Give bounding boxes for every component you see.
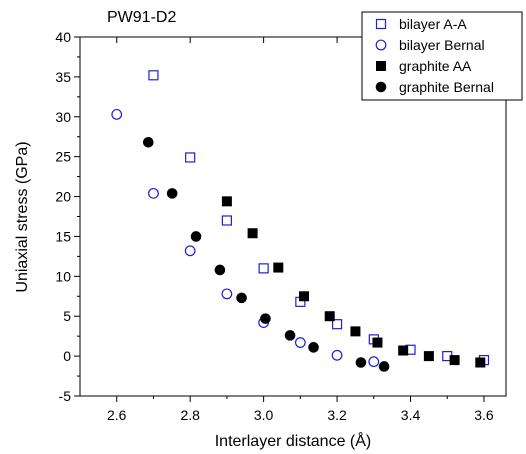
data-point-bilayer-a-a	[258, 263, 269, 274]
x-tick-label: 3.2	[327, 407, 347, 423]
data-point-graphite-bernal	[308, 342, 319, 353]
data-point-bilayer-bernal	[184, 245, 196, 257]
data-point-bilayer-a-a	[185, 152, 196, 163]
x-tick-label: 3.0	[254, 407, 274, 423]
legend-marker-graphite-aa	[376, 61, 386, 71]
x-tick-label: 3.4	[401, 407, 421, 423]
data-point-graphite-bernal	[378, 361, 390, 372]
data-point-graphite-aa	[475, 357, 486, 368]
data-point-graphite-bernal	[236, 292, 247, 304]
data-point-graphite-bernal	[355, 357, 367, 368]
data-point-bilayer-bernal	[368, 356, 380, 368]
chart-title: PW91-D2	[107, 9, 176, 26]
y-tick-label: 40	[55, 29, 71, 45]
legend-label-bilayer-a-a: bilayer A-A	[399, 16, 467, 32]
x-tick-label: 2.6	[107, 407, 127, 423]
data-point-bilayer-a-a	[148, 70, 159, 81]
data-point-graphite-bernal	[284, 330, 296, 341]
data-point-graphite-bernal	[143, 137, 154, 148]
y-tick-label: -5	[59, 388, 72, 404]
legend-marker-bilayer-a-a	[375, 18, 387, 30]
legend-label-graphite-aa: graphite AA	[399, 58, 472, 74]
x-axis-ticks: 2.6 2.8 3.0 3.2 3.4 3.6	[107, 37, 494, 423]
data-point-graphite-bernal	[190, 231, 202, 242]
y-tick-label: 0	[63, 348, 71, 364]
data-point-graphite-aa	[423, 351, 434, 362]
y-tick-label: 25	[55, 149, 71, 165]
legend-items: bilayer A-A bilayer Bernal graphite AA grap…	[375, 16, 494, 95]
legend-label-bilayer-bernal: bilayer Bernal	[399, 37, 485, 53]
legend-marker-graphite-bernal	[375, 81, 387, 93]
data-point-graphite-aa	[273, 262, 284, 273]
data-point-graphite-aa	[449, 355, 460, 366]
legend-label-graphite-bernal: graphite Bernal	[399, 79, 494, 95]
data-point-graphite-bernal	[260, 313, 271, 324]
data-point-graphite-aa	[299, 291, 310, 302]
legend-box	[361, 11, 523, 101]
data-point-bilayer-bernal	[111, 108, 123, 120]
data-point-bilayer-a-a	[221, 215, 232, 226]
y-tick-label: 5	[63, 308, 71, 324]
data-point-graphite-aa	[221, 196, 232, 207]
legend: bilayer A-A bilayer Bernal graphite AA grap…	[361, 11, 523, 101]
y-axis-ticks: -5 0 5 10 15 20 25 30 35 40	[55, 29, 80, 404]
y-tick-label: 30	[55, 109, 71, 125]
data-markers	[111, 70, 490, 372]
data-point-graphite-aa	[324, 311, 335, 322]
x-axis-label: Interlayer distance (Å)	[215, 431, 372, 450]
data-point-bilayer-bernal	[331, 349, 343, 361]
y-axis-label: Uniaxial stress (GPa)	[14, 141, 31, 292]
data-point-graphite-aa	[398, 345, 409, 356]
data-point-graphite-bernal	[166, 188, 178, 199]
data-point-graphite-aa	[247, 228, 258, 239]
y-tick-label: 10	[55, 268, 71, 284]
y-tick-label: 15	[55, 228, 71, 244]
data-point-bilayer-bernal	[221, 288, 233, 300]
y-tick-label: 35	[55, 69, 71, 85]
data-point-graphite-bernal	[214, 264, 226, 276]
x-tick-label: 3.6	[474, 407, 494, 423]
data-point-graphite-aa	[372, 337, 383, 348]
y-tick-label: 20	[55, 189, 71, 205]
data-point-bilayer-bernal	[148, 187, 159, 199]
legend-marker-bilayer-bernal	[375, 39, 387, 51]
data-point-bilayer-a-a	[331, 319, 343, 330]
data-point-bilayer-bernal	[294, 337, 306, 348]
x-tick-label: 2.8	[180, 407, 200, 423]
data-point-graphite-aa	[350, 326, 361, 337]
